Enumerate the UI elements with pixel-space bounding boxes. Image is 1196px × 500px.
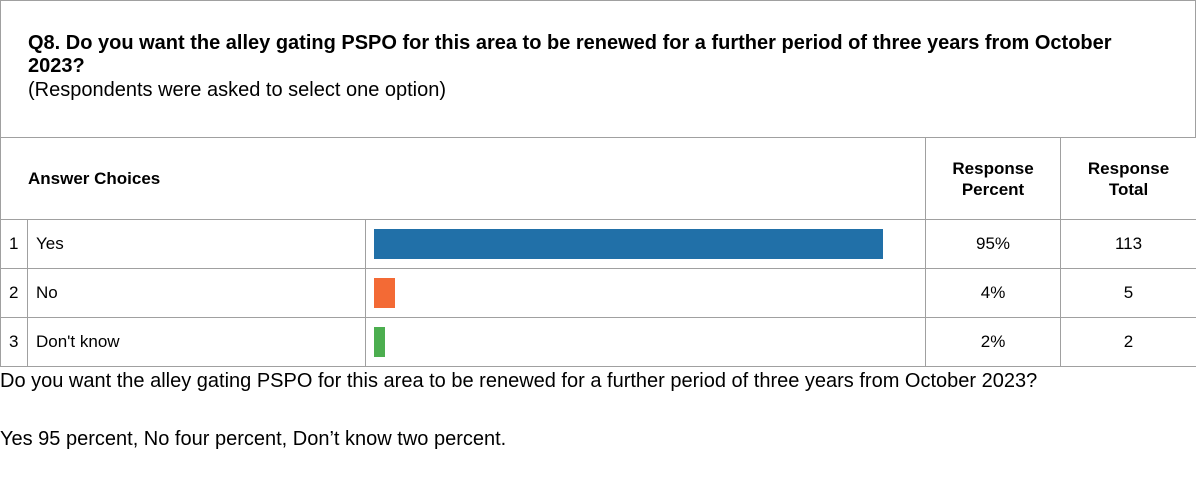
bar-cell xyxy=(364,268,927,318)
description-text: Do you want the alley gating PSPO for th… xyxy=(0,370,1038,392)
answer-choice: No xyxy=(27,268,366,318)
table-row: 2 No 4% 5 xyxy=(0,268,1196,318)
bar-cell xyxy=(364,219,927,269)
question-header: Q8. Do you want the alley gating PSPO fo… xyxy=(0,0,1196,137)
page: Q8. Do you want the alley gating PSPO fo… xyxy=(0,0,1196,452)
description-text: Yes 95 percent, No four percent, Don’t k… xyxy=(0,428,507,450)
table-row: 3 Don't know 2% 2 xyxy=(0,317,1196,367)
table-row: 1 Yes 95% 113 xyxy=(0,219,1196,269)
bar-cell xyxy=(364,317,927,367)
column-header: Answer Choices xyxy=(0,137,927,220)
question-subtitle: (Respondents were asked to select one op… xyxy=(28,79,447,101)
response-total: 113 xyxy=(1060,219,1196,269)
bar-track xyxy=(374,229,910,259)
response-percent: 2% xyxy=(925,317,1062,367)
row-number: 3 xyxy=(0,317,28,367)
response-percent: 4% xyxy=(925,268,1062,318)
column-header: Response Total xyxy=(1060,137,1196,220)
row-number: 1 xyxy=(0,219,28,269)
bar-track xyxy=(374,278,910,308)
response-total: 2 xyxy=(1060,317,1196,367)
results-table: Answer Choices Response Percent Response… xyxy=(0,137,1196,367)
row-number: 2 xyxy=(0,268,28,318)
bar xyxy=(374,278,396,308)
bar xyxy=(374,229,884,259)
column-header: Response Percent xyxy=(925,137,1062,220)
question-title: Q8. Do you want the alley gating PSPO fo… xyxy=(28,32,1112,77)
bar-track xyxy=(374,327,910,357)
response-percent: 95% xyxy=(925,219,1062,269)
answer-choice: Don't know xyxy=(27,317,366,367)
answer-choice: Yes xyxy=(27,219,366,269)
description: Do you want the alley gating PSPO for th… xyxy=(0,367,1196,452)
bar xyxy=(374,327,385,357)
response-total: 5 xyxy=(1060,268,1196,318)
